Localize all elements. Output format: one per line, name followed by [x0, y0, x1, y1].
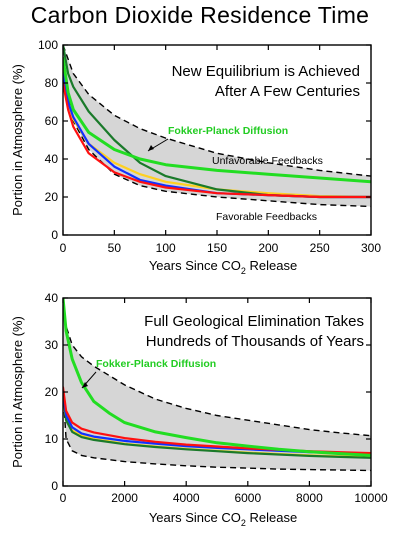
chart1-ylabel: Portion in Atmosphere (%) [10, 64, 25, 216]
chart2-xtick-label: 0 [60, 491, 67, 505]
chart1-fokker-planck-arrowhead [148, 145, 154, 151]
chart2-ytick-label: 30 [45, 338, 59, 352]
chart1-xtick-label: 250 [310, 241, 330, 255]
chart1-xtick-label: 200 [258, 241, 278, 255]
chart1-favorable-feedbacks-label: Favorable Feedbacks [216, 211, 317, 223]
chart2-ytick-label: 0 [51, 479, 58, 493]
chart1-xtick-label: 100 [156, 241, 176, 255]
chart2-xtick-label: 6000 [234, 491, 261, 505]
chart1-annotation-line: After A Few Centuries [215, 83, 360, 100]
chart1-xlabel: Years Since CO2 Release [149, 258, 297, 276]
chart2-ylabel: Portion in Atmosphere (%) [10, 316, 25, 468]
chart1-ytick-label: 40 [45, 152, 59, 166]
chart1-ytick-label: 100 [38, 38, 58, 52]
chart2-series-green [63, 298, 371, 457]
chart1-xtick-label: 0 [60, 241, 67, 255]
chart2-ytick-label: 10 [45, 432, 59, 446]
chart2-annotation-line: Full Geological Elimination Takes [144, 313, 364, 330]
chart1: 0 50 100 150 200 250 300 0 20 40 60 80 100 Years Sinc… [10, 38, 381, 276]
chart1-xtick-label: 50 [108, 241, 122, 255]
chart2-ytick-label: 20 [45, 385, 59, 399]
chart1-xtick-label: 150 [207, 241, 227, 255]
chart1-annotation-line: New Equilibrium is Achieved [172, 63, 360, 80]
chart1-fokker-planck-label: Fokker-Planck Diffusion [168, 125, 288, 137]
chart1-xtick-label: 300 [361, 241, 381, 255]
chart1-ytick-label: 20 [45, 190, 59, 204]
chart1-ytick-label: 0 [51, 228, 58, 242]
chart1-uncertainty-band [63, 45, 371, 207]
chart2-xtick-label: 4000 [173, 491, 200, 505]
chart1-ytick-label: 60 [45, 114, 59, 128]
chart2-fokker-planck-arrowhead [82, 382, 88, 388]
chart1-ytick-label: 80 [45, 76, 59, 90]
chart2-xtick-label: 2000 [111, 491, 138, 505]
chart2-xtick-label: 8000 [296, 491, 323, 505]
chart2-xlabel: Years Since CO2 Release [149, 510, 297, 528]
chart1-lower-bound-line [63, 69, 371, 208]
chart2-annotation-line: Hundreds of Thousands of Years [146, 333, 364, 350]
chart1-upper-bound-line [63, 45, 371, 177]
chart1-series-red [63, 81, 371, 199]
chart2: 0 2000 4000 6000 8000 10000 0 10 20 30 40 Years Sin… [10, 291, 388, 528]
chart1-series-green [63, 56, 371, 184]
chart2-series-darkgreen [63, 390, 371, 459]
chart2-fokker-planck-label: Fokker-Planck Diffusion [96, 358, 216, 370]
chart2-upper-bound-line [63, 298, 371, 437]
chart2-lower-bound-line [63, 391, 371, 472]
page-title: Carbon Dioxide Residence Time [30, 2, 370, 28]
chart1-unfavorable-feedbacks-label: Unfavorable Feedbacks [212, 155, 323, 167]
chart2-xtick-label: 10000 [354, 491, 388, 505]
chart2-ytick-label: 40 [45, 291, 59, 305]
